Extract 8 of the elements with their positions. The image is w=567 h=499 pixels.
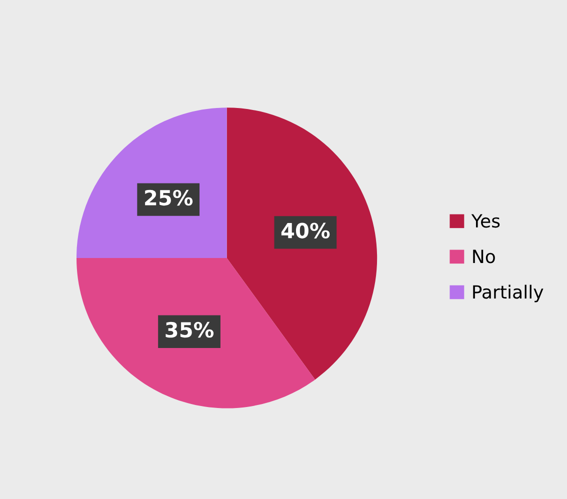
legend-label: Yes — [471, 214, 500, 228]
data-label: 35% — [166, 322, 214, 338]
pie-slice — [76, 258, 316, 408]
pie-slice — [226, 108, 378, 380]
legend-label: No — [473, 250, 495, 264]
data-label: 40% — [281, 222, 330, 238]
data-label: 25% — [145, 190, 193, 206]
legend-label: Partially — [473, 284, 544, 302]
